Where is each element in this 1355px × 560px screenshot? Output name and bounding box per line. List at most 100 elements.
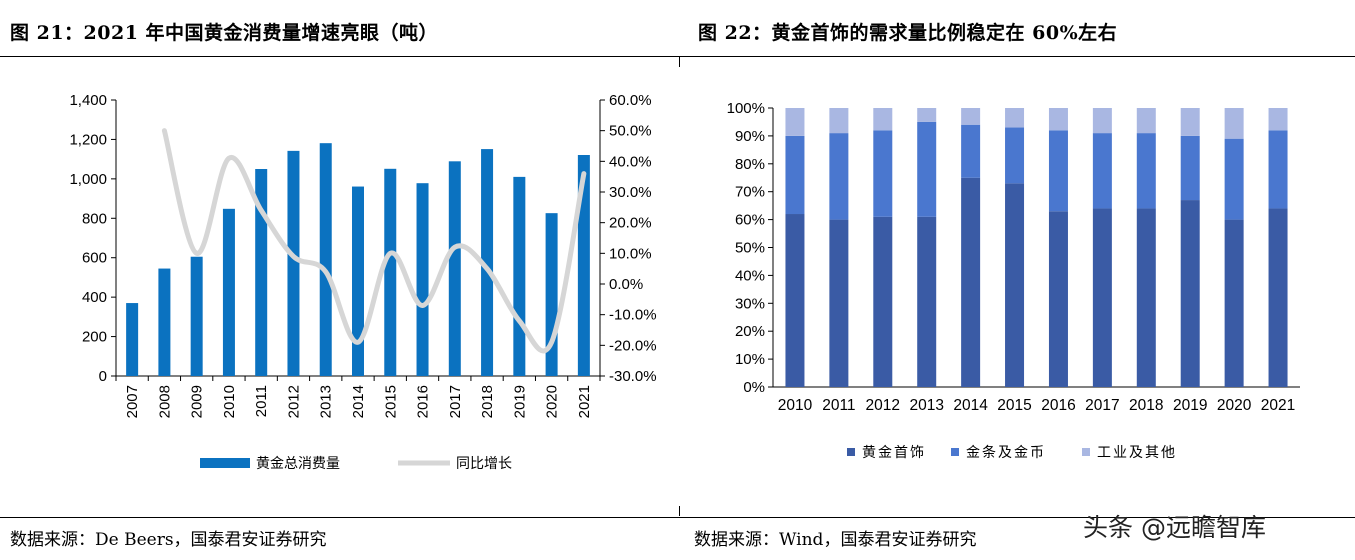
segment-jewelry bbox=[961, 177, 981, 387]
segment-bars-coins bbox=[785, 135, 805, 215]
x-category-label: 2021 bbox=[576, 385, 593, 418]
left-y-tick-label: 1,200 bbox=[69, 131, 107, 148]
consumption-bar bbox=[352, 186, 364, 376]
left-y-tick-label: 400 bbox=[82, 289, 107, 306]
x-category-label: 2017 bbox=[447, 385, 464, 418]
consumption-bar bbox=[416, 183, 429, 376]
right-y-tick-label: 50.0% bbox=[609, 123, 652, 140]
consumption-bar bbox=[448, 161, 461, 376]
x-category-label: 2018 bbox=[1129, 397, 1163, 414]
consumption-bar bbox=[384, 168, 397, 376]
segment-industrial bbox=[1180, 108, 1200, 136]
y-tick-label: 0% bbox=[743, 379, 765, 396]
right-y-tick-label: -30.0% bbox=[609, 368, 657, 385]
x-category-label: 2018 bbox=[479, 385, 496, 418]
segment-bars-coins bbox=[873, 130, 893, 217]
consumption-bar bbox=[222, 208, 235, 376]
consumption-chart: 0 200 400 600 800 1,000 1,200 1,400 -30.0% -20.0%… bbox=[69, 92, 657, 472]
x-category-label: 2008 bbox=[156, 385, 173, 418]
segment-industrial bbox=[1005, 108, 1025, 128]
left-y-tick-label: 1,400 bbox=[69, 92, 107, 109]
x-category-label: 2015 bbox=[997, 397, 1031, 414]
divider-bottom-tick bbox=[679, 506, 680, 516]
segment-industrial bbox=[1136, 108, 1156, 134]
segment-industrial bbox=[1092, 108, 1112, 134]
left-figure-title: 图 21：2021 年中国黄金消费量增速亮眼（吨） bbox=[10, 22, 439, 44]
left-y-tick-label: 600 bbox=[82, 250, 107, 267]
x-category-label: 2019 bbox=[1173, 397, 1207, 414]
x-category-label: 2013 bbox=[318, 385, 335, 418]
top-rule bbox=[0, 56, 1355, 57]
x-category-label: 2012 bbox=[285, 385, 302, 418]
legend-swatch-industrial bbox=[1082, 448, 1090, 456]
bottom-rule bbox=[0, 517, 1355, 518]
left-figure-source: 数据来源：De Beers，国泰君安证券研究 bbox=[10, 530, 327, 550]
consumption-bar bbox=[287, 150, 300, 376]
segment-bars-coins bbox=[1268, 130, 1288, 209]
y-tick-label: 30% bbox=[735, 295, 765, 312]
divider-top-tick bbox=[679, 57, 680, 67]
segment-jewelry bbox=[917, 216, 937, 387]
right-y-tick-label: 60.0% bbox=[609, 92, 652, 109]
segment-jewelry bbox=[873, 216, 893, 387]
consumption-bar bbox=[577, 155, 590, 376]
consumption-bar bbox=[513, 176, 526, 376]
segment-bars-coins bbox=[961, 124, 981, 178]
segment-jewelry bbox=[1180, 200, 1200, 387]
segment-industrial bbox=[917, 108, 937, 122]
left-y-tick-label: 200 bbox=[82, 329, 107, 346]
left-y-tick-label: 0 bbox=[99, 368, 107, 385]
x-category-label: 2012 bbox=[866, 397, 900, 414]
segment-industrial bbox=[961, 108, 981, 125]
consumption-bar bbox=[255, 169, 268, 376]
segment-industrial bbox=[1224, 108, 1244, 139]
right-y-tick-label: 20.0% bbox=[609, 215, 652, 232]
legend-label-bars-coins: 金条及金币 bbox=[966, 444, 1046, 461]
segment-bars-coins bbox=[1048, 130, 1068, 212]
x-category-label: 2011 bbox=[253, 385, 270, 417]
consumption-bar bbox=[126, 303, 139, 376]
x-category-label: 2020 bbox=[544, 385, 561, 418]
segment-bars-coins bbox=[829, 133, 849, 220]
y-tick-label: 90% bbox=[735, 128, 765, 145]
y-tick-label: 50% bbox=[735, 240, 765, 257]
segment-industrial bbox=[785, 108, 805, 136]
segment-jewelry bbox=[1092, 208, 1112, 387]
consumption-bar bbox=[481, 149, 494, 376]
jewelry-share-chart: 0% 10% 20% 30% 40% 50% 60% 70% 80% 90% 100% 2010 201… bbox=[727, 100, 1300, 461]
x-category-label: 2010 bbox=[221, 385, 238, 418]
segment-jewelry bbox=[829, 219, 849, 387]
yoy-growth-line bbox=[161, 128, 587, 354]
right-y-tick-label: 40.0% bbox=[609, 153, 652, 170]
segment-jewelry bbox=[1005, 183, 1025, 387]
left-y-tick-label: 800 bbox=[82, 210, 107, 227]
x-category-label: 2015 bbox=[382, 385, 399, 418]
segment-industrial bbox=[873, 108, 893, 131]
legend-label-yoy: 同比增长 bbox=[456, 456, 512, 472]
x-category-label: 2009 bbox=[189, 385, 206, 418]
right-figure-title: 图 22：黄金首饰的需求量比例稳定在 60%左右 bbox=[698, 22, 1118, 44]
consumption-bar bbox=[190, 256, 203, 376]
segment-bars-coins bbox=[1092, 133, 1112, 209]
segment-industrial bbox=[829, 108, 849, 134]
legend-swatch-consumption bbox=[200, 458, 250, 468]
legend-swatch-jewelry bbox=[847, 448, 855, 456]
right-y-tick-label: 30.0% bbox=[609, 184, 652, 201]
legend-label-industrial: 工业及其他 bbox=[1097, 445, 1177, 461]
right-y-tick-label: 0.0% bbox=[609, 276, 643, 293]
segment-jewelry bbox=[785, 214, 805, 387]
x-category-label: 2016 bbox=[415, 385, 432, 418]
legend-label-consumption: 黄金总消费量 bbox=[256, 455, 340, 472]
consumption-bar bbox=[319, 143, 332, 376]
y-tick-label: 20% bbox=[735, 323, 765, 340]
left-y-tick-label: 1,000 bbox=[69, 171, 107, 188]
segment-jewelry bbox=[1224, 219, 1244, 387]
segment-jewelry bbox=[1048, 211, 1068, 387]
x-category-label: 2021 bbox=[1261, 397, 1295, 414]
segment-bars-coins bbox=[1180, 135, 1200, 201]
x-category-label: 2019 bbox=[511, 385, 528, 418]
x-category-label: 2017 bbox=[1085, 397, 1119, 414]
consumption-bar bbox=[158, 268, 171, 376]
segment-industrial bbox=[1048, 108, 1068, 131]
legend-label-jewelry: 黄金首饰 bbox=[862, 444, 926, 461]
